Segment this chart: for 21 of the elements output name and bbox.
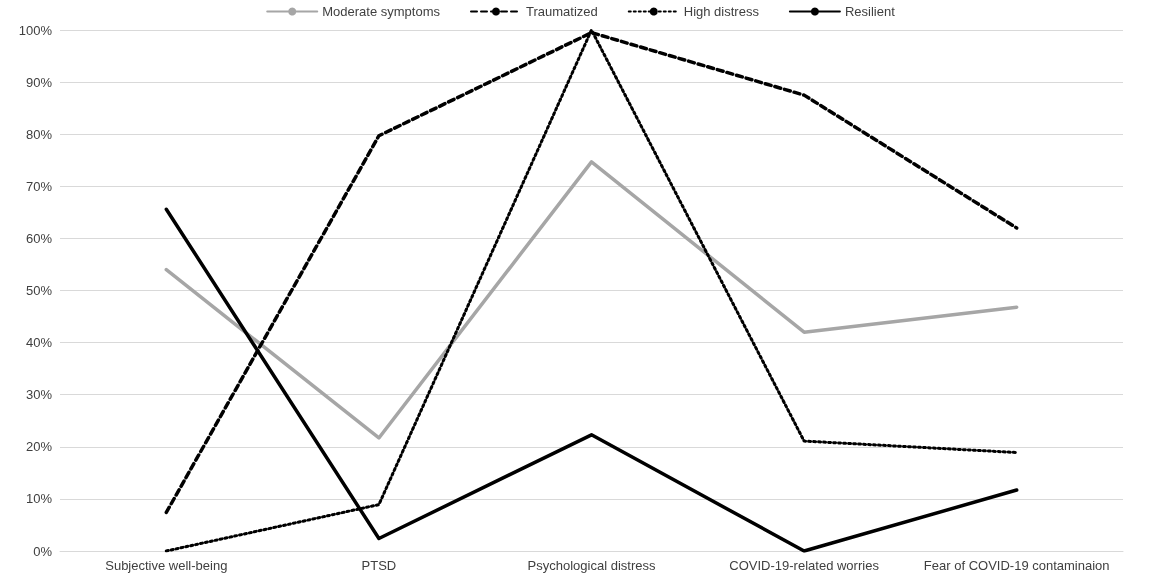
y-tick-label: 70% [25,178,53,194]
x-tick-label: Subjective well-being [105,558,228,573]
y-tick-label: 30% [25,387,53,403]
y-tick-label: 80% [25,126,53,142]
legend-label: High distress [683,4,760,19]
y-tick-label: 40% [25,335,53,351]
x-tick-label: Fear of COVID-19 contaminaion [923,558,1110,573]
y-tick-label: 0% [33,543,53,559]
y-tick-label: 20% [25,439,53,455]
x-tick-label: COVID-19-related worries [729,558,880,573]
legend-label: Resilient [844,4,896,19]
x-tick-label: PTSD [361,558,397,573]
y-tick-label: 90% [25,74,53,90]
legend-label: Moderate symptoms [322,4,441,19]
y-tick-label: 10% [25,491,53,507]
y-tick-label: 60% [25,230,53,246]
y-tick-label: 100% [18,22,53,38]
y-tick-label: 50% [25,283,53,298]
line-series [164,160,1019,440]
legend-label: Traumatized [526,4,598,19]
x-tick-label: Psychological distress [527,558,656,573]
